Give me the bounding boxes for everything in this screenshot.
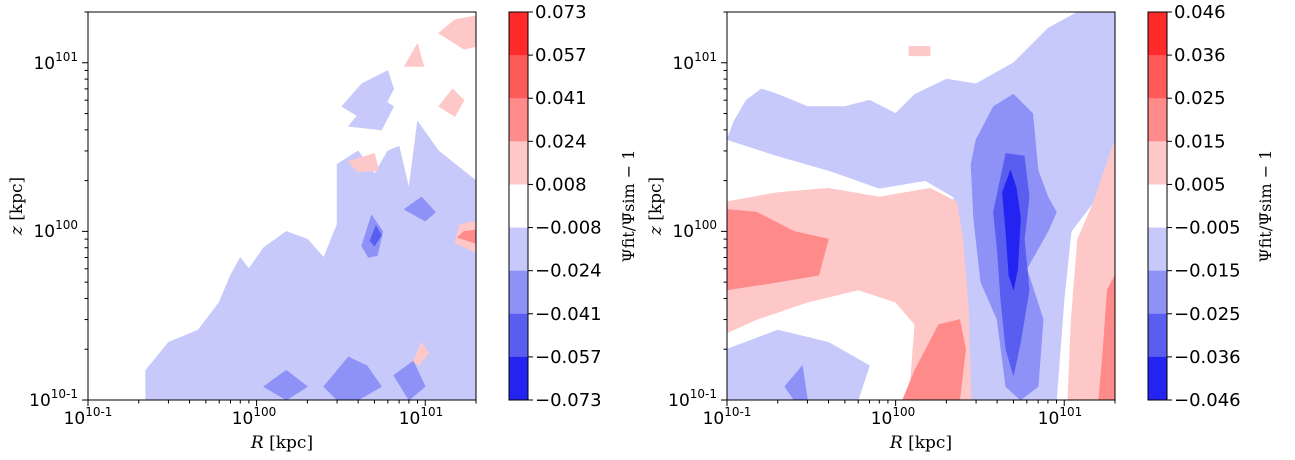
y-tick-label: 10101: [33, 50, 78, 74]
colorbar-swatch: [1148, 141, 1167, 185]
x-axis-label-right: R [kpc]: [889, 433, 952, 453]
colorbar-tick-label: −0.005: [1174, 218, 1241, 239]
colorbar-tick-label: −0.024: [535, 261, 602, 282]
y-axis-label-left: z [kpc]: [7, 177, 27, 236]
x-tick-label: 10101: [1038, 405, 1083, 429]
contour-panel-left: 1010-1 10100 10101 1010-1 10100 10101 R …: [7, 12, 476, 453]
colorbar-tick-label: −0.041: [535, 304, 602, 325]
colorbar-tick-label: 0.025: [1174, 88, 1226, 109]
colorbar-swatch: [1148, 228, 1167, 272]
colorbar-swatch: [1148, 12, 1167, 56]
colorbar-swatch: [1148, 55, 1167, 99]
colorbar-tick-label: −0.015: [1174, 261, 1241, 282]
colorbar-swatch: [509, 184, 528, 228]
colorbar-swatch: [509, 357, 528, 401]
colorbar-swatches-right: [1148, 12, 1167, 400]
colorbar-tick-label: 0.015: [1174, 131, 1226, 152]
colorbar-swatch: [509, 98, 528, 142]
colorbar-tick-label: 0.005: [1174, 174, 1226, 195]
colorbar-tick-label: −0.008: [535, 218, 602, 239]
colorbar-swatch: [509, 228, 528, 272]
colorbar-swatch: [509, 271, 528, 315]
y-tick-label: 10100: [33, 218, 78, 242]
colorbar-swatch: [1148, 98, 1167, 142]
colorbar-tick-label: 0.008: [535, 174, 587, 195]
colorbar-ticks-left: 0.073 0.057 0.041 0.024 0.008 −0.008 −0.024 −0.…: [528, 2, 602, 411]
contour-panel-right: 1010-1 10100 10101 1010-1 10100 10101 R …: [646, 12, 1115, 453]
x-tick-label: 1010-1: [703, 405, 752, 429]
colorbar-tick-label: −0.073: [535, 390, 602, 411]
colorbar-swatch: [1148, 271, 1167, 315]
colorbar-tick-label: 0.057: [535, 45, 587, 66]
colorbar-swatch: [1148, 357, 1167, 401]
x-tick-label: 10100: [232, 405, 277, 429]
contour-region: [909, 46, 930, 55]
colorbar-swatch: [509, 314, 528, 358]
colorbar-label-left: Ψfit/Ψ̄sim − 1: [619, 150, 638, 263]
colorbar-tick-label: −0.046: [1174, 390, 1241, 411]
colorbar-swatch: [1148, 314, 1167, 358]
colorbar-tick-label: 0.041: [535, 88, 587, 109]
colorbar-left: 0.073 0.057 0.041 0.024 0.008 −0.008 −0.024 −0.…: [509, 2, 638, 411]
x-tick-label: 1010-1: [64, 405, 113, 429]
x-tick-label: 10100: [871, 405, 916, 429]
colorbar-label-right: Ψfit/Ψ̄sim − 1: [1256, 150, 1275, 263]
x-axis-label-left: R [kpc]: [250, 433, 313, 453]
colorbar-swatch: [1148, 184, 1167, 228]
colorbar-tick-label: 0.024: [535, 131, 587, 152]
colorbar-swatches-left: [509, 12, 528, 400]
colorbar-tick-label: −0.025: [1174, 304, 1241, 325]
colorbar-tick-label: 0.073: [535, 2, 587, 23]
colorbar-swatch: [509, 12, 528, 56]
colorbar-tick-label: −0.057: [535, 347, 602, 368]
colorbar-tick-label: 0.046: [1174, 2, 1226, 23]
y-tick-label: 10101: [672, 50, 717, 74]
y-tick-label: 1010-1: [29, 387, 78, 411]
colorbar-tick-label: 0.036: [1174, 45, 1226, 66]
y-tick-label: 1010-1: [668, 387, 717, 411]
y-tick-label: 10100: [672, 218, 717, 242]
colorbar-tick-label: −0.036: [1174, 347, 1241, 368]
y-axis-label-right: z [kpc]: [646, 177, 666, 236]
x-tick-label: 10101: [399, 405, 444, 429]
colorbar-swatch: [509, 141, 528, 185]
colorbar-right: 0.046 0.036 0.025 0.015 0.005 −0.005 −0.015 −0.…: [1148, 2, 1275, 411]
colorbar-swatch: [509, 55, 528, 99]
colorbar-ticks-right: 0.046 0.036 0.025 0.015 0.005 −0.005 −0.015 −0.…: [1167, 2, 1241, 411]
